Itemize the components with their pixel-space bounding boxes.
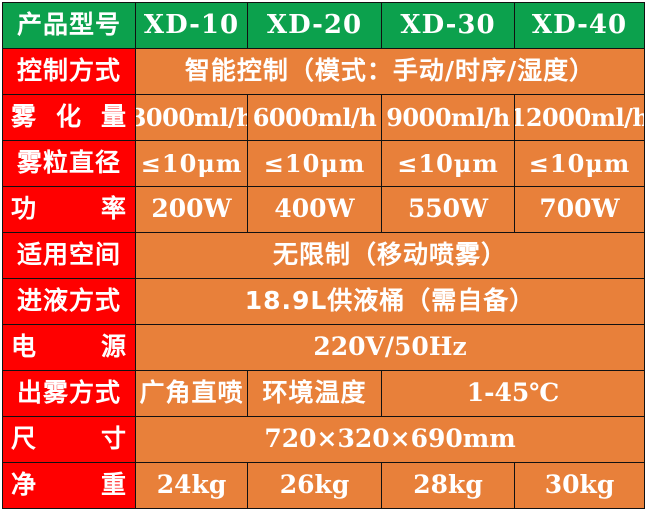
row-label-char-3: 量 [100,102,127,132]
row-value-text: 550W [407,194,489,224]
row-value-text: 700W [539,194,620,224]
table-row-dimensions: 尺 寸 720×320×690mm [2,416,645,463]
row-value-control-mode: 智能控制（模式：手动/时序/湿度） [135,48,645,95]
row-label-text: 进液方式 [16,286,121,316]
model-name-2: XD-20 [266,9,363,40]
table-row-droplet-diameter: 雾粒直径 ≤10μm ≤10μm ≤10μm ≤10μm [2,140,645,187]
table-row-mist-output: 雾 化 量 3000ml/h 6000ml/h 9000ml/h 12000ml… [2,94,645,141]
header-model-cell-1: XD-10 [135,2,248,49]
row-value-text: 6000ml/h [252,102,377,132]
row-value-dimensions: 720×320×690mm [135,416,645,463]
row-label-power-supply: 电 源 [2,324,136,371]
row-value-liquid-feed: 18.9L供液桶（需自备） [135,278,645,325]
row-value-text: 28kg [413,470,483,500]
table-row-net-weight: 净 重 24kg 26kg 28kg 30kg [2,462,645,509]
row-value-power-supply: 220V/50Hz [135,324,645,371]
row-label-text: 适用空间 [16,240,121,270]
row-label-char-2: 化 [55,102,82,132]
row-value-text: 无限制（移动喷雾） [272,240,507,270]
row-value-power-2: 400W [247,186,382,233]
model-name-1: XD-10 [143,9,240,40]
table-row-spray-mode: 出雾方式 广角直喷 环境温度 1-45℃ [2,370,645,417]
row-label-char-1: 净 [11,470,38,500]
row-value-text: 智能控制（模式：手动/时序/湿度） [184,56,596,86]
row-value-text: 3000ml/h [135,102,248,132]
row-label-char-1: 雾 [11,102,38,132]
row-value-mist-output-4: 12000ml/h [514,94,645,141]
row-value-droplet-1: ≤10μm [135,140,248,187]
row-label-char-2: 寸 [100,424,127,454]
header-model-cell-2: XD-20 [247,2,382,49]
row-value-text: ≤10μm [528,148,631,178]
row-sublabel-ambient-temperature: 环境温度 [247,370,382,417]
row-value-text: 220V/50Hz [313,332,467,362]
row-label-mist-output: 雾 化 量 [2,94,136,141]
row-value-mist-output-3: 9000ml/h [381,94,515,141]
row-label-char-1: 功 [11,194,38,224]
row-value-mist-output-2: 6000ml/h [247,94,382,141]
row-value-text: 30kg [544,470,615,500]
table-row-liquid-feed: 进液方式 18.9L供液桶（需自备） [2,278,645,325]
row-label-char-1: 尺 [11,424,38,454]
row-value-net-weight-1: 24kg [135,462,248,509]
row-value-text: 26kg [279,470,350,500]
row-value-net-weight-2: 26kg [247,462,382,509]
table-row-applicable-space: 适用空间 无限制（移动喷雾） [2,232,645,279]
row-value-droplet-4: ≤10μm [514,140,645,187]
row-sublabel-text: 环境温度 [262,378,367,408]
row-value-power-3: 550W [381,186,515,233]
table-row-power-supply: 电 源 220V/50Hz [2,324,645,371]
row-value-text: 12000ml/h [514,102,645,132]
row-value-ambient-temperature: 1-45℃ [381,370,645,417]
row-label-spray-mode: 出雾方式 [2,370,136,417]
row-value-text: 9000ml/h [386,102,510,132]
header-model-cell-4: XD-40 [514,2,645,49]
row-value-text: ≤10μm [397,148,499,178]
row-value-text: 400W [274,194,355,224]
row-value-spray-mode: 广角直喷 [135,370,248,417]
row-label-control-mode: 控制方式 [2,48,136,95]
row-value-text: 广角直喷 [139,378,244,408]
header-label-cell: 产品型号 [2,2,136,49]
row-value-applicable-space: 无限制（移动喷雾） [135,232,645,279]
row-value-droplet-2: ≤10μm [247,140,382,187]
row-value-text: 1-45℃ [466,378,560,408]
row-value-text: ≤10μm [140,148,243,178]
header-label-text: 产品型号 [16,10,121,40]
row-label-net-weight: 净 重 [2,462,136,509]
row-value-text: 18.9L供液桶（需自备） [244,286,536,316]
model-name-4: XD-40 [531,9,628,40]
row-value-net-weight-4: 30kg [514,462,645,509]
row-label-droplet-diameter: 雾粒直径 [2,140,136,187]
header-model-cell-3: XD-30 [381,2,515,49]
row-value-text: ≤10μm [263,148,366,178]
row-label-text: 雾粒直径 [16,148,121,178]
row-value-power-4: 700W [514,186,645,233]
row-label-char-2: 率 [100,194,127,224]
row-label-applicable-space: 适用空间 [2,232,136,279]
row-value-text: 24kg [156,470,227,500]
row-label-char-2: 重 [100,470,127,500]
row-label-liquid-feed: 进液方式 [2,278,136,325]
table-header-row: 产品型号 XD-10 XD-20 XD-30 XD-40 [2,2,645,49]
row-value-power-1: 200W [135,186,248,233]
table-row-control-mode: 控制方式 智能控制（模式：手动/时序/湿度） [2,48,645,95]
row-label-text: 控制方式 [16,56,121,86]
row-value-mist-output-1: 3000ml/h [135,94,248,141]
row-value-text: 720×320×690mm [264,424,516,454]
row-label-char-1: 电 [11,332,38,362]
table-row-power: 功 率 200W 400W 550W 700W [2,186,645,233]
model-name-3: XD-30 [400,9,496,40]
row-label-char-2: 源 [100,332,127,362]
row-value-text: 200W [151,194,232,224]
row-label-text: 出雾方式 [16,378,121,408]
row-label-power: 功 率 [2,186,136,233]
row-label-dimensions: 尺 寸 [2,416,136,463]
row-value-droplet-3: ≤10μm [381,140,515,187]
row-value-net-weight-3: 28kg [381,462,515,509]
